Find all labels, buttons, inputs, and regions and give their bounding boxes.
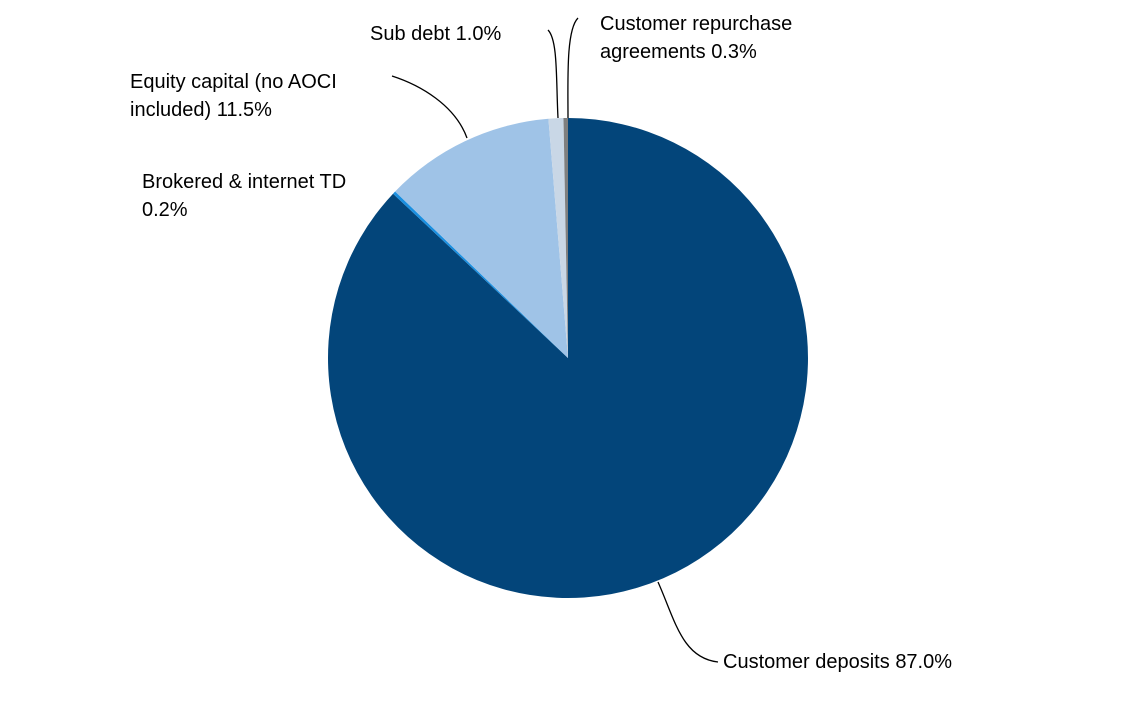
pie-slice [548, 118, 568, 358]
value-label: 87.0% [895, 651, 953, 673]
leader-line [567, 17, 579, 119]
pie-slice [395, 118, 568, 359]
value-label: 1.0% [455, 23, 502, 45]
slice-label: Sub debt 1.0% [370, 20, 570, 48]
slice-label: Brokered & internet TD 0.2% [142, 168, 382, 224]
slice-label: Customer repurchase agreements 0.3% [600, 10, 820, 66]
category-label: Customer deposits [723, 651, 890, 673]
value-label: 11.5% [216, 99, 272, 121]
category-label: Customer repurchase agreements [600, 13, 793, 63]
pie-slice [563, 118, 568, 358]
slice-label: Customer deposits 87.0% [723, 648, 1023, 676]
leader-line [657, 581, 719, 663]
leader-line [547, 29, 559, 119]
pie-slice [393, 191, 568, 358]
slice-label: Equity capital (no AOCI included) 11.5% [130, 68, 370, 124]
category-label: Brokered & internet TD [142, 171, 347, 193]
value-label: 0.3% [711, 41, 757, 63]
category-label: Equity capital (no AOCI included) [130, 71, 337, 121]
slices [327, 118, 809, 598]
leader-line [391, 75, 468, 139]
category-label: Sub debt [370, 23, 451, 45]
value-label: 0.2% [142, 199, 188, 221]
